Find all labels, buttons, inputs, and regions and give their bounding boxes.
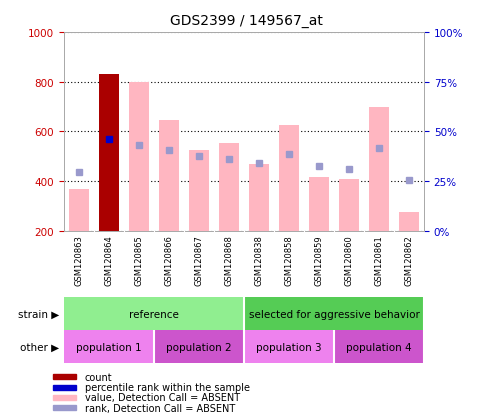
Bar — [219, 143, 239, 231]
Bar — [53, 385, 76, 390]
Bar — [369, 107, 389, 231]
Text: GSM120867: GSM120867 — [195, 235, 204, 285]
Text: population 1: population 1 — [76, 342, 142, 352]
Bar — [244, 297, 424, 330]
Text: GSM120863: GSM120863 — [74, 235, 84, 285]
Text: GSM120865: GSM120865 — [135, 235, 143, 285]
Text: other ▶: other ▶ — [20, 342, 59, 352]
Text: percentile rank within the sample: percentile rank within the sample — [85, 382, 250, 392]
Bar — [244, 330, 334, 363]
Text: GDS2399 / 149567_at: GDS2399 / 149567_at — [170, 14, 323, 28]
Text: GSM120866: GSM120866 — [165, 235, 174, 285]
Bar — [279, 126, 299, 231]
Bar — [249, 164, 269, 231]
Bar — [64, 297, 244, 330]
Text: GSM120864: GSM120864 — [105, 235, 113, 285]
Text: GSM120858: GSM120858 — [284, 235, 293, 285]
Bar — [334, 330, 424, 363]
Text: rank, Detection Call = ABSENT: rank, Detection Call = ABSENT — [85, 403, 235, 413]
Bar — [64, 330, 154, 363]
Text: strain ▶: strain ▶ — [18, 309, 59, 319]
Bar — [129, 83, 149, 231]
Bar — [309, 178, 329, 231]
Text: GSM120862: GSM120862 — [404, 235, 414, 285]
Bar — [159, 121, 179, 231]
Text: GSM120838: GSM120838 — [254, 235, 264, 285]
Bar — [399, 213, 419, 231]
Bar — [339, 179, 359, 231]
Bar — [53, 395, 76, 400]
Bar — [189, 151, 209, 231]
Bar — [53, 374, 76, 379]
Text: value, Detection Call = ABSENT: value, Detection Call = ABSENT — [85, 392, 240, 403]
Text: GSM120860: GSM120860 — [345, 235, 353, 285]
Bar — [99, 75, 119, 231]
Text: count: count — [85, 372, 112, 382]
Text: population 4: population 4 — [346, 342, 412, 352]
Text: GSM120859: GSM120859 — [315, 235, 323, 285]
Text: GSM120861: GSM120861 — [375, 235, 384, 285]
Bar — [53, 406, 76, 411]
Text: GSM120868: GSM120868 — [224, 235, 234, 285]
Text: reference: reference — [129, 309, 179, 319]
Text: population 3: population 3 — [256, 342, 322, 352]
Text: selected for aggressive behavior: selected for aggressive behavior — [248, 309, 420, 319]
Text: population 2: population 2 — [166, 342, 232, 352]
Bar — [70, 189, 89, 231]
Bar — [154, 330, 244, 363]
